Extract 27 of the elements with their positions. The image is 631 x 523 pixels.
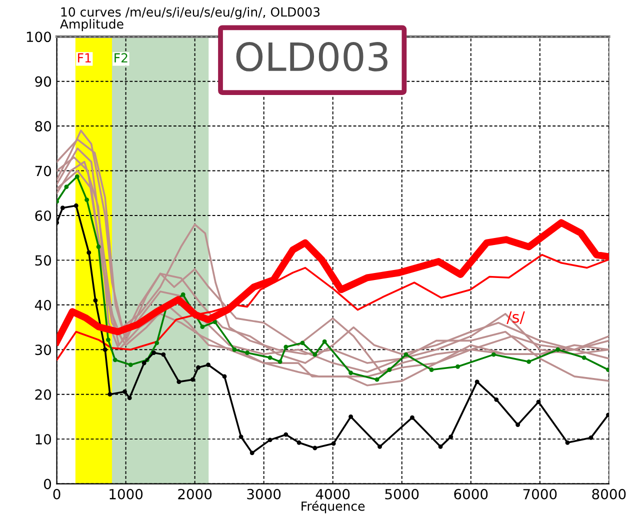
x-axis-title: Fréquence: [302, 500, 365, 514]
x-tick-label: 8000: [592, 488, 626, 500]
y-tick-label: 100: [26, 32, 52, 42]
x-tick-label: 0: [53, 488, 60, 500]
x-tick-label: 2000: [178, 488, 212, 500]
y-tick-label: 0: [44, 478, 52, 490]
y-tick-label: 20: [35, 389, 52, 400]
annotation: /s/: [506, 311, 525, 324]
y-tick-label: 80: [35, 121, 52, 132]
y-tick-label: 50: [35, 255, 52, 266]
y-tick-label: 40: [34, 300, 52, 310]
x-tick-label: 6000: [454, 488, 488, 500]
y-tick-label: 70: [35, 166, 52, 176]
chart-title: 10 curves /m/eu/s/i/eu/s/eu/g/in/, OLD003: [61, 7, 320, 20]
y-tick-label: 10: [36, 434, 52, 445]
x-tick-label: 4000: [316, 488, 350, 500]
x-tick-label: 3000: [247, 488, 281, 500]
y-axis-title: Amplitude: [60, 19, 124, 32]
x-tick-label: 1000: [110, 488, 143, 500]
annotation: OLD003: [236, 42, 388, 72]
y-tick-label: 60: [35, 210, 52, 221]
band-label: F1: [78, 53, 91, 62]
y-tick-label: 30: [35, 344, 52, 356]
x-tick-label: 7000: [523, 488, 557, 500]
y-tick-label: 90: [35, 76, 52, 87]
x-tick-label: 5000: [385, 488, 419, 500]
band-label: F2: [114, 53, 128, 62]
